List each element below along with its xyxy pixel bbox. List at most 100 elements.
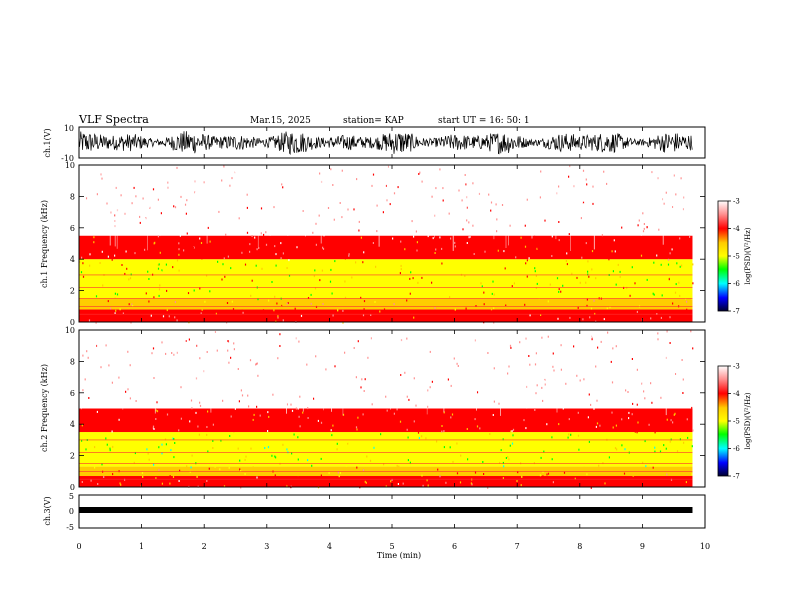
spectrogram-speckle (154, 248, 156, 251)
spectrogram-speckle (371, 428, 373, 431)
spectrogram-speckle (414, 172, 416, 175)
spectrogram-speckle (194, 191, 196, 194)
spectrogram-speckle (174, 442, 176, 444)
spectrogram-speckle (274, 474, 276, 477)
spectrogram-speckle (670, 481, 672, 484)
spectrogram-speckle (649, 310, 651, 313)
spectrogram-speckle (552, 365, 554, 368)
spectrogram-speckle (367, 479, 369, 482)
spectrogram-speckle (102, 470, 104, 473)
spectrogram-speckle (494, 215, 496, 218)
spectrogram-speckle (165, 443, 167, 446)
spectrogram-speckle (363, 308, 365, 311)
spectrogram-speckle (468, 221, 470, 224)
spectrogram-speckle (558, 288, 560, 291)
spectrogram-speckle (344, 296, 347, 299)
spectrogram-speckle (619, 275, 621, 278)
spectrogram-speckle (236, 331, 238, 334)
spectrogram-speckle (95, 321, 97, 324)
spectrogram-speckle (504, 267, 506, 270)
spectrogram-band (79, 432, 693, 467)
spectrogram-speckle (515, 332, 517, 335)
spectrogram-streak (276, 165, 278, 227)
ytick-label: 2 (70, 452, 75, 461)
spectrogram-speckle (570, 433, 572, 436)
spectrogram-speckle (524, 303, 526, 306)
spectrogram-speckle (330, 186, 333, 189)
spectrogram-speckle (304, 402, 306, 405)
spectrogram-speckle (574, 288, 576, 291)
spectrogram-speckle (542, 409, 544, 412)
spectrogram-speckle (408, 398, 410, 401)
spectrogram-speckle (84, 338, 87, 341)
spectrogram-speckle (591, 338, 593, 341)
spectrogram-speckle (101, 173, 103, 176)
spectrogram-speckle (261, 267, 263, 270)
spectrogram-speckle (192, 246, 194, 249)
spectrogram-streak (203, 330, 205, 391)
spectrogram-speckle (419, 171, 421, 174)
spectrogram-speckle (624, 203, 626, 206)
spectrogram-speckle (445, 196, 447, 199)
spectrogram-speckle (578, 448, 580, 451)
spectrogram-speckle (448, 304, 450, 307)
spectrogram-speckle (541, 421, 543, 424)
spectrogram-speckle (356, 466, 358, 469)
spectrogram-speckle (231, 226, 233, 229)
spectrogram-speckle (222, 399, 224, 402)
spectrogram-speckle (560, 212, 562, 215)
spectrogram-speckle (82, 396, 84, 399)
spectrogram-speckle (159, 284, 161, 287)
spectrogram-speckle (249, 250, 251, 253)
spectrogram-speckle (513, 391, 515, 394)
spectrogram-speckle (245, 455, 247, 458)
spectrogram-speckle (469, 235, 471, 238)
spectrogram-speckle (394, 240, 396, 243)
spectrogram-speckle (193, 289, 195, 292)
spectrogram-speckle (313, 397, 315, 400)
xtick-label: 10 (700, 542, 710, 551)
spectrogram-speckle (135, 229, 137, 232)
spectrogram-speckle (347, 197, 349, 200)
spectrogram-streak (331, 330, 332, 412)
spectrogram-speckle (337, 362, 339, 365)
spectrogram-speckle (222, 247, 224, 250)
spectrogram-speckle (533, 386, 535, 389)
spectrogram-speckle (434, 214, 436, 217)
spectrogram-speckle (273, 206, 275, 209)
spectrogram-speckle (674, 177, 676, 180)
spectrogram-speckle (634, 430, 636, 433)
spectrogram-speckle (457, 346, 459, 349)
colorbar-tick-label: -3 (733, 198, 740, 206)
spectrogram-streak (443, 330, 445, 413)
spectrogram-speckle (341, 216, 343, 219)
spectrogram-speckle (406, 299, 408, 302)
spectrogram-speckle (681, 359, 683, 361)
spectrogram-speckle (563, 471, 566, 474)
spectrogram-speckle (597, 375, 599, 378)
spectrogram-speckle (386, 221, 388, 224)
spectrogram-speckle (498, 402, 500, 405)
spectrogram-speckle (525, 464, 528, 467)
spectrogram-speckle (511, 442, 514, 445)
spectrogram-speckle (380, 179, 382, 182)
spectrogram-speckle (157, 335, 159, 338)
spectrogram-speckle (279, 204, 281, 207)
spectrogram-speckle (596, 422, 599, 425)
spectrogram-speckle (184, 398, 186, 401)
spectrogram-speckle (632, 474, 634, 477)
spectrogram-speckle (462, 222, 464, 225)
spectrogram-speckle (158, 446, 160, 449)
spectrogram-speckle (146, 245, 149, 248)
spectrogram-speckle (341, 169, 343, 172)
spectrogram-speckle (636, 431, 638, 434)
spectrogram-speckle (321, 269, 323, 272)
spectrogram-speckle (214, 465, 216, 468)
spectrogram-speckle (538, 471, 540, 473)
spectrogram-speckle (692, 429, 694, 432)
spectrogram-speckle (224, 428, 226, 431)
spectrogram-speckle (511, 362, 513, 365)
spectrogram-band (79, 309, 693, 322)
spectrogram-speckle (636, 351, 638, 354)
